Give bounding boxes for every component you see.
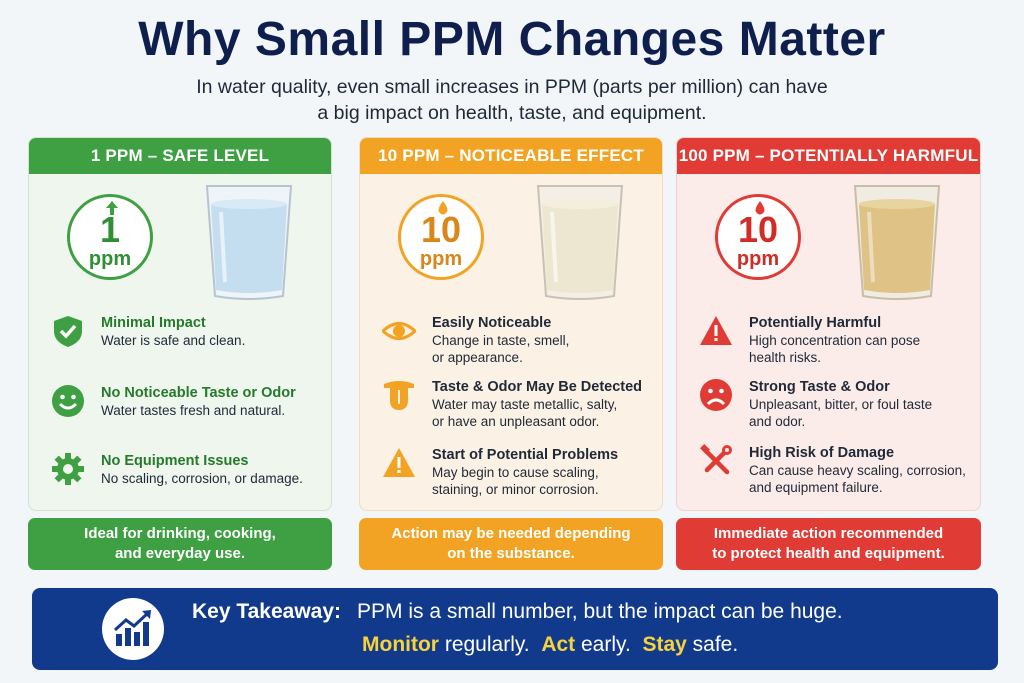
takeaway-word: regularly. (444, 633, 530, 656)
feature-desc: health risks. (749, 350, 822, 365)
badge-unit: ppm (88, 248, 132, 270)
sad-face-icon (700, 379, 732, 411)
takeaway-word: early. (581, 633, 631, 656)
feature-desc: and equipment failure. (749, 480, 883, 495)
feature-desc: and odor. (749, 414, 806, 429)
feature-title: Start of Potential Problems (432, 447, 619, 463)
footer-line: Action may be needed depending (391, 525, 631, 542)
column-heading: 1 PPM – SAFE LEVEL (29, 138, 331, 174)
highlight-word: Monitor (362, 633, 439, 656)
highlight-word: Stay (642, 633, 687, 656)
badge-value: 10 (420, 209, 462, 250)
takeaway-word: safe. (692, 633, 739, 656)
subtitle-line-2: a big impact on health, taste, and equip… (317, 102, 707, 124)
ppm-badge: 10 ppm (715, 194, 801, 280)
footer-banner-1ppm: Ideal for drinking, cooking, and everyda… (28, 518, 332, 570)
water-drop-icon (438, 201, 448, 215)
feature-desc: Water tastes fresh and natural. (101, 403, 286, 418)
takeaway-text: PPM is a small number, but the impact ca… (357, 600, 843, 623)
badge-unit: ppm (419, 248, 463, 270)
column-1ppm: 1 PPM – SAFE LEVEL 1 ppm Minimal Impact … (28, 137, 332, 511)
smiley-icon (52, 385, 84, 417)
feature-desc: or appearance. (432, 350, 523, 365)
footer-line: Immediate action recommended (713, 525, 944, 542)
cloudy-water-glass-icon (536, 185, 624, 300)
footer-line: and everyday use. (114, 545, 246, 562)
page-title: Why Small PPM Changes Matter (138, 13, 886, 66)
feature-desc: No scaling, corrosion, or damage. (101, 471, 303, 486)
feature-desc: High concentration can pose (749, 333, 921, 348)
tools-icon (700, 444, 732, 475)
footer-line: Ideal for drinking, cooking, (84, 525, 276, 542)
feature-title: Minimal Impact (101, 315, 206, 331)
feature-title: No Equipment Issues (101, 453, 249, 469)
feature-title: Easily Noticeable (432, 315, 552, 331)
eye-icon (382, 322, 416, 340)
feature-title: High Risk of Damage (749, 445, 895, 461)
column-100ppm: 100 PPM – POTENTIALLY HARMFUL 10 ppm Pot… (676, 137, 981, 511)
feature-title: No Noticeable Taste or Odor (101, 385, 296, 401)
footer-line: to protect health and equipment. (712, 545, 945, 562)
subtitle-line-1: In water quality, even small increases i… (196, 76, 828, 98)
column-10ppm: 10 PPM – NOTICEABLE EFFECT 10 ppm Easily… (359, 137, 663, 511)
water-drop-icon (755, 201, 765, 215)
column-heading: 10 PPM – NOTICEABLE EFFECT (360, 138, 662, 174)
gear-icon (52, 453, 84, 485)
footer-banner-10ppm: Action may be needed depending on the su… (359, 518, 663, 570)
feature-desc: May begin to cause scaling, (432, 465, 599, 480)
feature-desc: staining, or minor corrosion. (432, 482, 599, 497)
feature-desc: or have an unpleasant odor. (432, 414, 600, 429)
takeaway-label: Key Takeaway: (192, 600, 342, 623)
clear-water-glass-icon (205, 185, 293, 300)
takeaway-icon-circle (102, 598, 164, 660)
up-arrow-icon (106, 201, 118, 215)
takeaway-line-2: Monitor regularly. Act early. Stay safe. (362, 633, 738, 657)
key-takeaway-banner: Key Takeaway: PPM is a small number, but … (32, 588, 998, 670)
footer-line: on the substance. (447, 545, 575, 562)
badge-value: 10 (737, 209, 779, 250)
ppm-badge: 10 ppm (398, 194, 484, 280)
shield-check-icon (54, 316, 82, 347)
takeaway-line-1: Key Takeaway: PPM is a small number, but … (192, 600, 843, 624)
feature-title: Potentially Harmful (749, 315, 882, 331)
alert-triangle-icon (700, 316, 732, 345)
feature-desc: Unpleasant, bitter, or foul taste (749, 397, 933, 412)
feature-desc: Can cause heavy scaling, corrosion, (749, 463, 966, 478)
badge-value: 1 (99, 209, 121, 250)
feature-desc: Water is safe and clean. (101, 333, 246, 348)
rising-chart-icon (113, 610, 151, 646)
highlight-word: Act (541, 633, 576, 656)
footer-banner-100ppm: Immediate action recommended to protect … (676, 518, 981, 570)
column-heading: 100 PPM – POTENTIALLY HARMFUL (677, 138, 980, 174)
yellow-water-glass-icon (853, 185, 941, 300)
page-subtitle: In water quality, even small increases i… (112, 74, 912, 126)
tongue-icon (384, 381, 414, 410)
ppm-badge: 1 ppm (67, 194, 153, 280)
feature-desc: Change in taste, smell, (432, 333, 570, 348)
badge-unit: ppm (736, 248, 780, 270)
feature-title: Strong Taste & Odor (749, 379, 890, 395)
feature-title: Taste & Odor May Be Detected (432, 379, 643, 395)
feature-desc: Water may taste metallic, salty, (432, 397, 618, 412)
warning-triangle-icon (383, 448, 415, 477)
